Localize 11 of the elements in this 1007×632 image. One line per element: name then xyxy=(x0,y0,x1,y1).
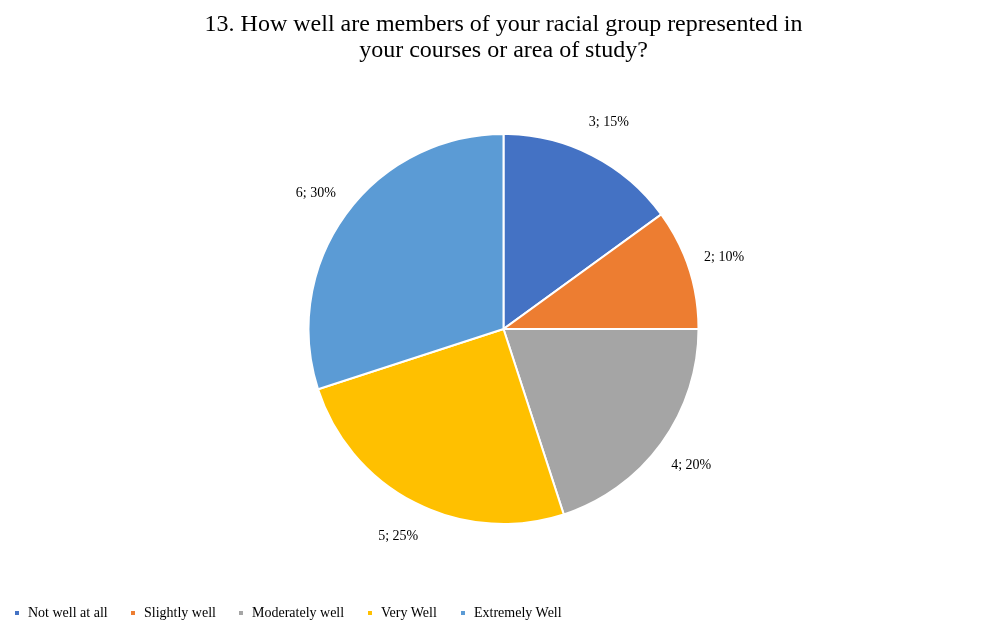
legend-label: Moderately well xyxy=(252,605,345,620)
legend-label: Extremely Well xyxy=(474,605,562,620)
data-label: 2; 10% xyxy=(704,249,745,265)
data-label: 4; 20% xyxy=(671,457,712,473)
legend-label: Slightly well xyxy=(144,605,217,620)
chart-title: 13. How well are members of your racial group represented in your courses or area of study? xyxy=(204,10,803,62)
legend-label: Not well at all xyxy=(28,605,108,620)
data-label: 5; 25% xyxy=(378,527,419,543)
legend-label: Very Well xyxy=(381,605,437,620)
data-label: 6; 30% xyxy=(295,184,337,200)
data-label: 3; 15% xyxy=(588,114,630,130)
